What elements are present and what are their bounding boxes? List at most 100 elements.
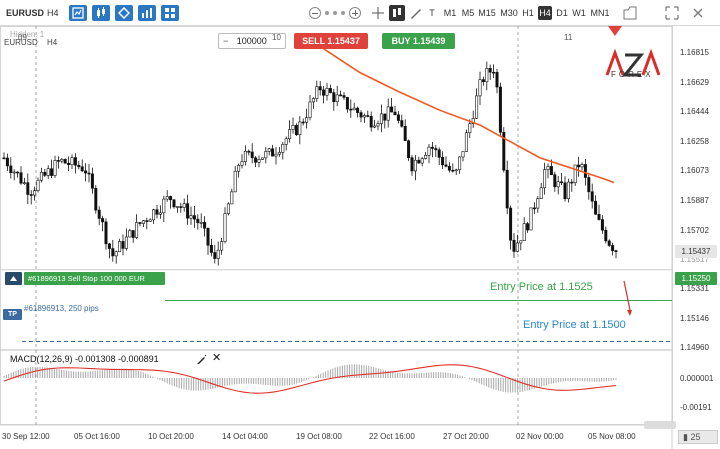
quantity-field[interactable]: − 100000 [218,33,286,49]
zoom-level-dot[interactable] [341,11,345,15]
order-price-tag: 1.15250 [675,272,717,285]
time-tick: 02 Nov 00:00 [516,432,564,441]
candle-body [437,149,441,158]
chart-border [0,26,673,425]
quantity-value[interactable]: 100000 [236,36,267,46]
candle-body [529,207,533,231]
candle-body [573,164,577,184]
order-marker-icon[interactable] [5,272,22,285]
candle-body [5,157,9,167]
candle-body [33,190,37,196]
candle-body [121,241,125,249]
tf-m5[interactable]: M5 [461,8,475,18]
remove-indicator-icon[interactable]: ✕ [212,352,222,364]
zoom-in-icon[interactable] [349,7,361,19]
tf-m15[interactable]: M15 [478,8,496,18]
candle-body [254,157,258,163]
quantity-decrease[interactable]: − [223,36,229,46]
edit-indicator-icon[interactable] [196,353,208,367]
price-chart-svg[interactable] [0,26,720,449]
trade-mode-icon[interactable] [389,5,405,21]
candle-body [570,181,574,184]
maximize-icon[interactable] [664,5,680,21]
scale-control[interactable]: ▮ 25 [678,430,718,444]
candle-body [417,159,421,164]
candle-body [145,220,149,222]
current-timeframe[interactable]: H4 [47,8,59,18]
chart-scrollbar[interactable] [644,421,676,429]
candle-body [335,94,339,103]
zoom-out-icon[interactable] [309,7,321,19]
tf-mn1[interactable]: MN1 [590,8,610,18]
candle-body [264,151,268,159]
tf-d1[interactable]: D1 [556,8,568,18]
annotation-arrow [623,280,631,311]
take-profit-badge[interactable]: TP [3,309,22,320]
candle-body [192,215,196,220]
candle-body [379,113,383,124]
candle-body [532,207,536,210]
candle-body [410,157,414,172]
candle-body [165,196,169,200]
chart-type-button[interactable] [92,5,110,21]
candle-body [216,249,220,259]
price-tick: 1.15146 [680,314,709,323]
candle-body [345,97,349,110]
candle-body [604,229,608,242]
templates-button[interactable] [161,5,179,21]
zoom-level-dot[interactable] [325,11,329,15]
candle-body [475,95,479,119]
tf-m1[interactable]: M1 [443,8,457,18]
sell-stop-order-label[interactable]: #61896913 Sell Stop 100 000 EUR [24,272,165,285]
candle-body [114,251,118,257]
top-marker-triangle [608,26,622,36]
candle-body [311,98,315,103]
chart-area[interactable] [0,26,720,449]
candle-body [587,177,591,193]
candle-body [332,92,336,103]
candle-body [233,170,237,193]
tf-t[interactable]: T [429,8,435,18]
candle-body [553,174,557,188]
candle-body [148,219,152,222]
candle-body [328,88,332,93]
buy-button[interactable]: BUY 1.15439 [382,33,455,49]
candle-body [73,157,77,166]
screenshot-icon[interactable] [622,5,638,21]
price-tick: 1.16258 [680,137,709,146]
time-tick: 19 Oct 08:00 [296,432,342,441]
draw-tool-icon[interactable] [408,5,424,21]
candle-body [556,181,560,188]
candle-body [237,165,241,172]
time-tick: 30 Sep 12:00 [2,432,50,441]
candle-body [481,79,485,83]
candle-body [369,116,373,128]
logo-subtitle: FOREX [611,70,654,79]
candle-body [26,182,30,195]
sell-button[interactable]: SELL 1.15437 [294,33,368,49]
candle-body [243,150,247,162]
candle-body [607,240,611,246]
candle-body [339,94,343,97]
objects-button[interactable] [115,5,133,21]
crosshair-icon[interactable] [370,5,386,21]
zoom-level-dot[interactable] [333,11,337,15]
order-icon [72,7,84,19]
hidden-objects-label[interactable]: Hidden: 1 [10,30,45,39]
candle-body [424,154,428,159]
candle-body [318,86,322,91]
tf-w1[interactable]: W1 [572,8,586,18]
tf-h4[interactable]: H4 [538,6,552,20]
new-order-button[interactable] [69,5,87,21]
candle-body [223,213,227,242]
bars-icon [142,8,152,18]
candle-body [274,153,278,157]
tf-h1[interactable]: H1 [522,8,534,18]
tf-m30[interactable]: M30 [500,8,518,18]
close-icon[interactable] [690,5,706,21]
indicators-button[interactable] [138,5,156,21]
candle-body [512,239,516,252]
symbol-name[interactable]: EURUSD [6,8,45,18]
candle-body [84,170,88,174]
candle-body [400,120,404,127]
